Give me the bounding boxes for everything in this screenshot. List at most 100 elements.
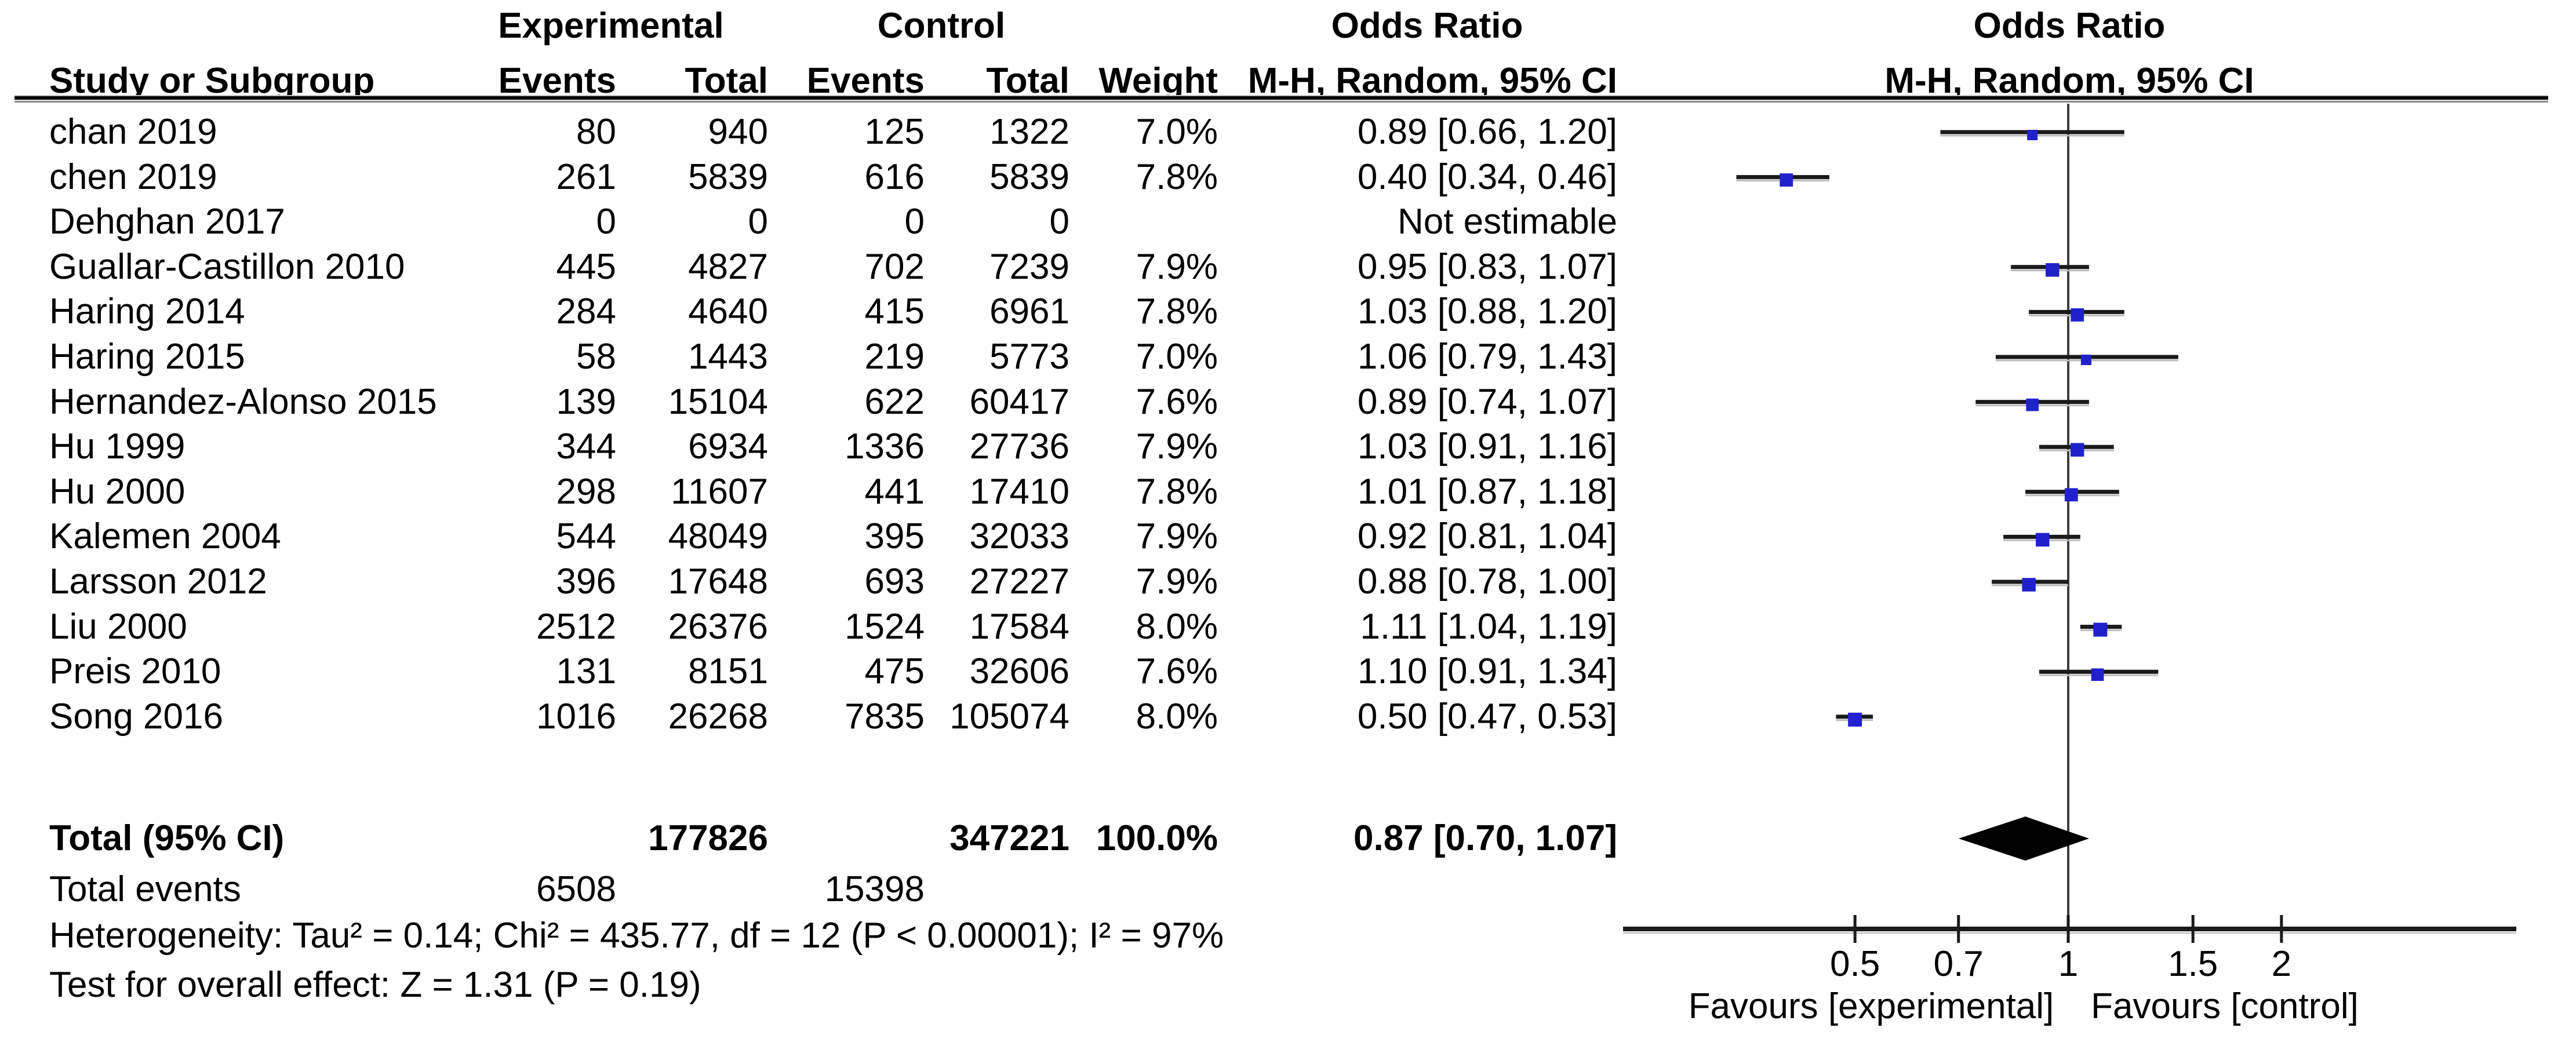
effect-square-marker [1848, 712, 1862, 727]
study-col-header: Study or Subgroup [49, 61, 375, 101]
exp-total-value: 1443 [688, 337, 768, 377]
study-name: Guallar-Castillon 2010 [49, 246, 405, 287]
overall-effect-text: Test for overall effect: Z = 1.31 (P = 0… [49, 965, 701, 1005]
ctrl-total-value: 17584 [969, 606, 1069, 647]
exp-total-value: 940 [708, 112, 768, 152]
ctrl-events-value: 125 [864, 112, 925, 152]
ctrl-total-value: 27227 [969, 562, 1069, 602]
study-row: Dehghan 2017 0 0 0 0 Not estimable [0, 199, 2576, 245]
or-ci-value: 0.89 [0.74, 1.07] [1357, 381, 1617, 422]
axis-tick-label: 0.5 [1830, 944, 1880, 984]
weight-value: 7.6% [1136, 381, 1218, 422]
exp-total-col-header: Total [685, 61, 769, 101]
study-row: Hu 2000 298 11607 441 17410 7.8% 1.01 [0.87, 1… [0, 469, 2576, 515]
ctrl-total-value: 6961 [989, 291, 1069, 332]
exp-total-value: 0 [748, 202, 768, 242]
exp-total-value: 26376 [668, 606, 768, 647]
or-ci-value: 0.50 [0.47, 0.53] [1357, 696, 1617, 737]
study-name: Song 2016 [49, 696, 223, 737]
axis-tick-label: 1 [2058, 944, 2078, 984]
effect-square-marker [2022, 578, 2036, 592]
experimental-group-header: Experimental [498, 6, 724, 46]
ctrl-events-value: 0 [904, 202, 925, 242]
study-row: Hu 1999 344 6934 1336 27736 7.9% 1.03 [0.91, 1… [0, 424, 2576, 469]
exp-total-value: 26268 [668, 696, 768, 737]
ctrl-events-value: 1336 [845, 427, 925, 467]
ctrl-total-value: 7239 [989, 246, 1069, 287]
exp-events-value: 58 [576, 337, 616, 377]
exp-events-value: 344 [556, 427, 616, 467]
study-name: Haring 2014 [49, 291, 245, 332]
ctrl-events-value: 395 [864, 516, 925, 557]
total-exp-total: 177826 [648, 818, 768, 858]
heterogeneity-text: Heterogeneity: Tau² = 0.14; Chi² = 435.7… [49, 916, 1224, 956]
ctrl-total-value: 5839 [989, 156, 1069, 197]
study-name: Kalemen 2004 [49, 516, 281, 557]
weight-value: 7.8% [1136, 471, 1218, 512]
exp-events-value: 2512 [536, 606, 616, 647]
exp-total-value: 48049 [668, 516, 768, 557]
exp-events-value: 139 [556, 381, 616, 422]
axis-tick-label: 2 [2272, 944, 2291, 984]
weight-value: 7.9% [1136, 516, 1218, 557]
total-label: Total (95% CI) [49, 818, 285, 858]
ctrl-total-col-header: Total [986, 61, 1070, 101]
study-row: Larsson 2012 396 17648 693 27227 7.9% 0.88 [0.… [0, 559, 2576, 604]
effect-square-marker [2070, 443, 2084, 457]
effect-square-marker [2080, 355, 2091, 365]
total-events-row: Total events 6508 15398 [0, 867, 2576, 912]
ctrl-total-value: 1322 [989, 112, 1069, 152]
ctrl-events-value: 693 [864, 562, 925, 602]
study-row: chen 2019 261 5839 616 5839 7.8% 0.40 [0.34, 0… [0, 155, 2576, 200]
exp-events-value: 261 [556, 156, 616, 197]
total-weight: 100.0% [1096, 818, 1218, 858]
ctrl-events-value: 1524 [845, 606, 925, 647]
total-exp-events: 6508 [536, 869, 616, 909]
ctrl-events-value: 415 [864, 291, 925, 332]
exp-events-value: 284 [556, 291, 616, 332]
study-name: Hernandez-Alonso 2015 [49, 381, 437, 422]
effect-square-marker [2071, 308, 2084, 322]
method-left-header: M-H, Random, 95% CI [1247, 61, 1617, 101]
study-row: Haring 2014 284 4640 415 6961 7.8% 1.03 [0.88,… [0, 289, 2576, 334]
exp-events-value: 544 [556, 516, 616, 557]
study-name: Hu 1999 [49, 427, 185, 467]
weight-value: 7.0% [1136, 337, 1218, 377]
or-ci-value: 1.03 [0.91, 1.16] [1357, 427, 1617, 467]
axis-tick-label: 0.7 [1934, 944, 1984, 984]
exp-total-value: 4640 [688, 291, 768, 332]
weight-col-header: Weight [1098, 61, 1218, 101]
study-name: Haring 2015 [49, 337, 245, 377]
exp-total-value: 6934 [688, 427, 768, 467]
total-events-label: Total events [49, 869, 241, 909]
column-header-row: Study or Subgroup Events Total Events To… [0, 59, 2576, 104]
weight-value: 7.0% [1136, 112, 1218, 152]
control-group-header: Control [877, 6, 1006, 46]
study-name: Preis 2010 [49, 651, 221, 692]
favours-right-label: Favours [control] [2091, 986, 2359, 1026]
effect-square-marker [2036, 533, 2050, 547]
total-row: Total (95% CI) 177826 347221 100.0% 0.87… [0, 816, 2576, 861]
exp-total-value: 15104 [668, 381, 768, 422]
effect-square-marker [2027, 130, 2038, 140]
ctrl-total-value: 17410 [969, 471, 1069, 512]
method-right-header: M-H, Random, 95% CI [1884, 61, 2254, 101]
axis-tick-label: 1.5 [2168, 944, 2218, 984]
study-name: chen 2019 [49, 156, 217, 197]
exp-total-value: 4827 [688, 246, 768, 287]
effect-square-marker [2093, 622, 2108, 637]
study-row: Guallar-Castillon 2010 445 4827 702 7239 7.9%… [0, 245, 2576, 290]
study-row: Song 2016 1016 26268 7835 105074 8.0% 0.50 [0.… [0, 694, 2576, 739]
exp-events-value: 298 [556, 471, 616, 512]
study-name: Hu 2000 [49, 471, 185, 512]
exp-events-value: 1016 [536, 696, 616, 737]
weight-value: 7.8% [1136, 156, 1218, 197]
study-name: chan 2019 [49, 112, 217, 152]
or-ci-value: 1.06 [0.79, 1.43] [1357, 337, 1617, 377]
header-rule [14, 95, 2548, 103]
effect-square-marker [2046, 263, 2060, 277]
effect-square-marker [2026, 398, 2039, 411]
study-row: Preis 2010 131 8151 475 32606 7.6% 1.10 [0.91,… [0, 649, 2576, 694]
